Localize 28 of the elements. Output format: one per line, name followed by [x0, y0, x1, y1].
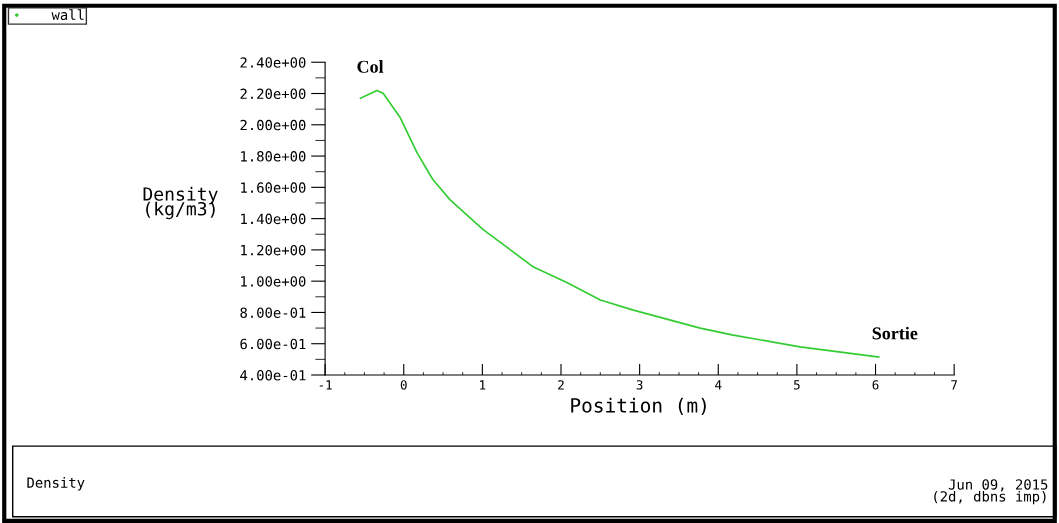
y-tick-label: 4.00e-01	[240, 370, 306, 381]
text: Density	[27, 477, 85, 491]
x-tick-label: 1	[480, 380, 486, 390]
annotation: Col	[357, 60, 384, 73]
text: (2d, dbns imp)	[934, 490, 1046, 505]
y-axis-title: Density (kg/m3)	[143, 186, 218, 220]
y-tick-label: 2.20e+00	[240, 88, 306, 100]
annotation: Sortie	[872, 326, 918, 340]
text: Jun 09, 2015	[948, 479, 1048, 492]
text: wall	[51, 9, 84, 21]
y-tick-label: 8.00e-01	[240, 307, 306, 318]
x-tick-label: 6	[872, 380, 879, 390]
x-tick-label: 7	[951, 380, 957, 390]
y-tick-label: 6.00e-01	[240, 338, 306, 350]
x-tick-label: 0	[400, 380, 407, 390]
y-tick-label: 1.80e+00	[241, 151, 306, 162]
x-tick-label: 2	[558, 380, 564, 390]
x-tick-label: 5	[794, 380, 800, 390]
y-tick-label: 1.40e+00	[241, 213, 306, 225]
x-axis-title: Position (m)	[571, 397, 706, 416]
y-tick-label: 1.60e+00	[241, 182, 306, 193]
x-tick-label: 3	[636, 380, 643, 390]
x-tick-label: -1	[319, 380, 332, 390]
y-tick-label: 2.40e+00	[240, 57, 306, 68]
x-tick-label: 4	[715, 380, 722, 390]
y-tick-label: 2.00e+00	[240, 119, 306, 131]
y-tick-label: 1.20e+00	[241, 244, 306, 256]
y-tick-label: 1.00e+00	[241, 276, 306, 287]
